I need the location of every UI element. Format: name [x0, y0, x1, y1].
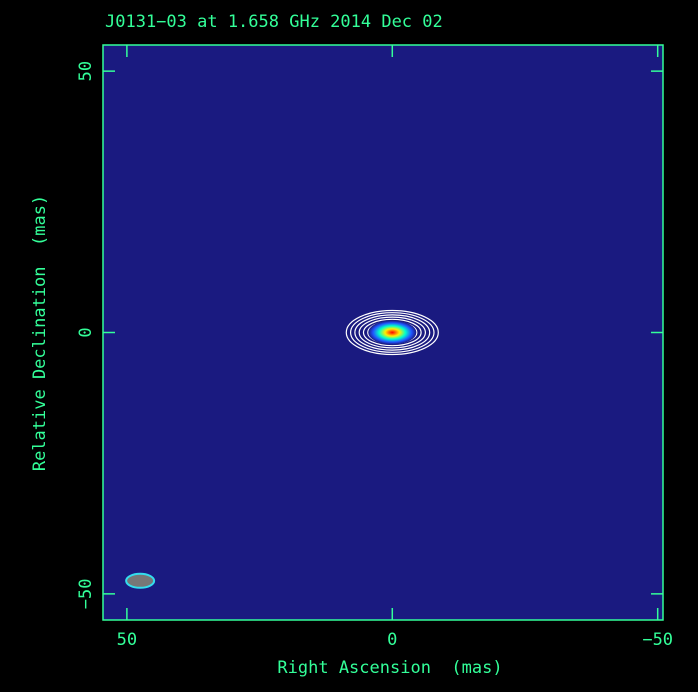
x-tick-label: 0 — [387, 630, 397, 650]
source — [368, 321, 416, 345]
x-tick-label: 50 — [117, 630, 137, 650]
chart-title: J0131−03 at 1.658 GHz 2014 Dec 02 — [105, 12, 443, 32]
x-tick-label: −50 — [642, 630, 673, 650]
y-tick-label: 0 — [76, 327, 96, 337]
y-tick-label: 50 — [76, 61, 96, 81]
chart: J0131−03 at 1.658 GHz 2014 Dec 02 Right … — [0, 0, 698, 692]
beam — [126, 574, 154, 588]
y-axis-label: Relative Declination (mas) — [30, 195, 50, 471]
page: J0131−03 at 1.658 GHz 2014 Dec 02 Right … — [0, 0, 698, 692]
y-tick-label: −50 — [76, 579, 96, 610]
x-axis-label: Right Ascension (mas) — [277, 658, 502, 678]
